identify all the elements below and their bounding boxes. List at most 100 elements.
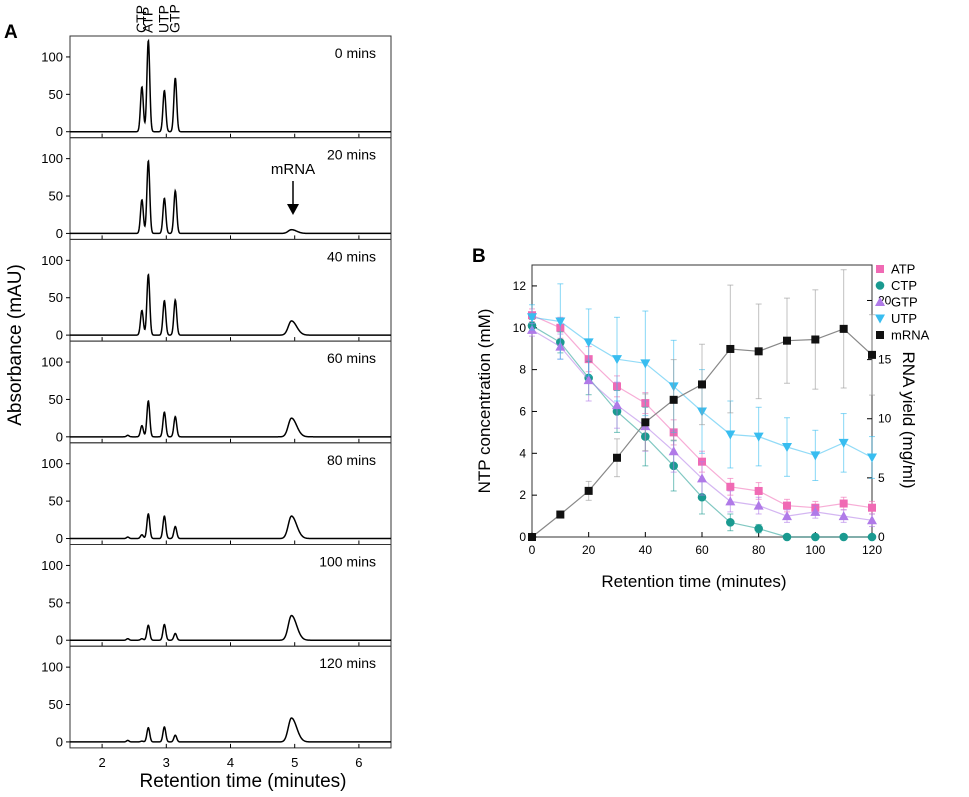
y-tick-label: 0 (56, 328, 63, 343)
peak-label-ctp: CTP (133, 5, 149, 33)
y-tick-label: 0 (56, 734, 63, 749)
mrna-annotation-label: mRNA (271, 161, 315, 178)
data-point-mrna (868, 350, 876, 359)
x-tick-label: 4 (227, 755, 234, 770)
data-point-mrna (613, 453, 621, 462)
data-point-mrna (726, 344, 735, 353)
x-tick-label: 40 (639, 543, 653, 557)
data-point-gtp (612, 400, 622, 410)
peak-label-utp: UTP (155, 5, 171, 33)
data-point-utp (583, 338, 594, 348)
data-point-utp (838, 438, 849, 448)
y-left-tick-label: 10 (513, 321, 527, 335)
x-tick-label: 20 (582, 543, 596, 557)
data-point-gtp (782, 511, 792, 521)
y-right-tick-label: 10 (878, 412, 892, 426)
data-point-gtp (697, 473, 707, 483)
data-point-ctp (867, 532, 877, 542)
y-tick-label: 100 (41, 558, 63, 573)
data-point-utp (640, 359, 651, 369)
data-point-gtp (668, 446, 679, 456)
y-left-tick-label: 12 (513, 279, 527, 293)
data-point-utp (782, 443, 792, 453)
legend-label-gtp: GTP (891, 295, 918, 310)
data-point-utp (810, 451, 821, 461)
y-tick-label: 0 (56, 226, 63, 241)
trace-time-label: 120 mins (319, 655, 376, 671)
panel-b-xlabel: Retention time (minutes) (601, 572, 786, 591)
y-right-tick-label: 5 (878, 471, 885, 485)
x-tick-label: 2 (98, 755, 105, 770)
data-point-mrna (528, 533, 536, 541)
data-point-mrna (698, 380, 706, 389)
y-right-tick-label: 0 (878, 530, 885, 544)
y-tick-label: 100 (41, 355, 63, 370)
data-point-utp (725, 430, 736, 440)
trace-time-label: 80 mins (327, 452, 376, 468)
legend-label-atp: ATP (891, 262, 915, 277)
y-tick-label: 100 (41, 253, 63, 268)
x-tick-label: 6 (355, 755, 362, 770)
data-point-gtp (838, 511, 849, 521)
panel-b-chart: 0 20 40 60 80 100 12002468101205101520ATPCTPGT… (513, 262, 930, 558)
data-point-utp (527, 313, 537, 323)
data-point-gtp (867, 515, 877, 525)
panel-a-chart: 0 50 100 0 mins 0 50 100 20 mins 0 50 100 40 mins 0 5… (41, 4, 392, 770)
data-point-gtp (810, 506, 821, 516)
x-tick-label: 80 (752, 543, 766, 557)
panel-a-xlabel: Retention time (minutes) (140, 771, 347, 792)
peak-label-atp: ATP (139, 7, 155, 33)
x-tick-label: 100 (805, 543, 825, 557)
data-point-mrna (641, 418, 650, 427)
y-tick-label: 0 (56, 531, 63, 546)
data-point-gtp (583, 375, 594, 385)
data-point-mrna (556, 510, 565, 519)
data-point-utp (753, 432, 764, 442)
chromatogram-trace (70, 717, 391, 743)
data-point-mrna (783, 336, 791, 345)
y-left-tick-label: 2 (519, 488, 526, 502)
x-tick-label: 0 (529, 543, 536, 557)
data-point-utp (612, 355, 622, 365)
y-tick-label: 100 (41, 151, 63, 166)
legend-label-ctp: CTP (891, 278, 917, 293)
y-left-tick-label: 0 (519, 530, 526, 544)
trace-time-label: 40 mins (327, 248, 376, 264)
x-tick-label: 3 (163, 755, 170, 770)
y-tick-label: 0 (56, 124, 63, 139)
y-tick-label: 0 (56, 429, 63, 444)
legend-marker-utp (875, 314, 885, 324)
data-point-mrna (839, 324, 848, 333)
y-right-tick-label: 15 (878, 353, 892, 367)
trace-time-label: 60 mins (327, 350, 376, 366)
y-tick-label: 50 (49, 87, 63, 102)
data-point-ctp (811, 532, 820, 542)
data-point-ctp (754, 524, 763, 533)
panel-b-label: B (472, 246, 486, 267)
y-left-tick-label: 4 (519, 446, 526, 460)
data-point-utp (555, 317, 566, 327)
y-tick-label: 50 (49, 494, 63, 509)
trace-time-label: 0 mins (335, 45, 376, 61)
panel-a-ylabel: Absorbance (mAU) (5, 264, 26, 426)
y-tick-label: 0 (56, 633, 63, 648)
y-tick-label: 50 (49, 697, 63, 712)
y-tick-label: 100 (41, 660, 63, 675)
y-tick-label: 50 (49, 595, 63, 610)
x-tick-label: 60 (695, 543, 709, 557)
mrna-arrowhead (287, 204, 299, 215)
data-point-atp (783, 501, 791, 510)
data-point-ctp (726, 518, 735, 527)
data-point-ctp (839, 532, 848, 542)
data-point-mrna (754, 347, 763, 356)
legend-label-mrna: mRNA (891, 328, 930, 343)
trace-time-label: 20 mins (327, 147, 376, 163)
chromatogram-trace (70, 159, 391, 235)
data-point-atp (868, 503, 876, 512)
legend-label-utp: UTP (891, 311, 917, 326)
data-point-atp (839, 499, 848, 508)
trace-time-label: 100 mins (319, 554, 376, 570)
data-point-atp (754, 486, 763, 495)
data-point-mrna (811, 335, 820, 344)
